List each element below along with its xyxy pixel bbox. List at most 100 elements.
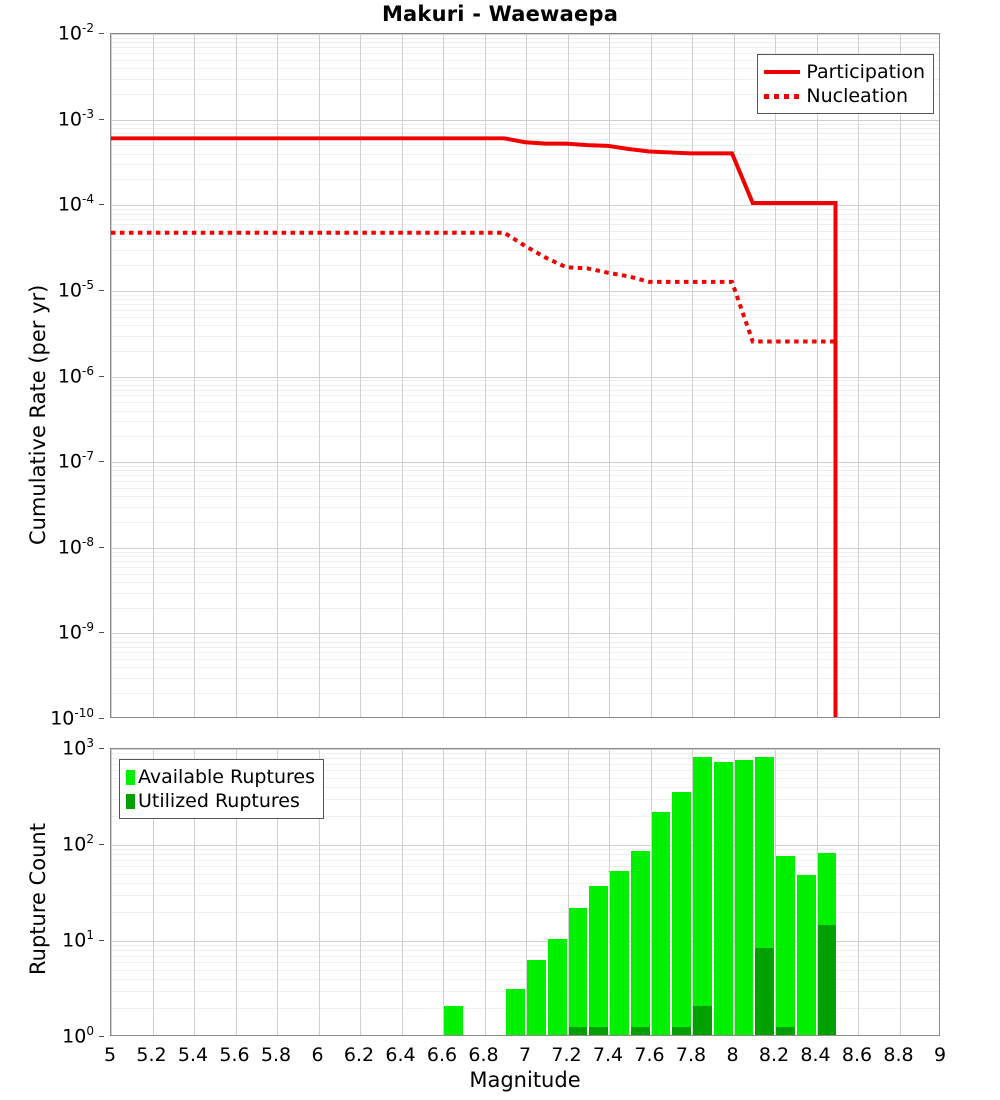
- gridline-vertical: [775, 34, 776, 717]
- gridline-horizontal: [111, 816, 939, 818]
- gridline-vertical: [899, 749, 901, 1035]
- gridline-horizontal: [111, 962, 939, 964]
- gridline-horizontal: [111, 179, 939, 181]
- gridline-horizontal: [111, 895, 939, 897]
- gridline-vertical: [111, 34, 112, 717]
- gridline-horizontal: [111, 335, 939, 337]
- bar-utilized-ruptures: [672, 1027, 691, 1035]
- gridline-horizontal: [111, 164, 939, 166]
- gridline-horizontal: [111, 753, 939, 755]
- bar-available-ruptures: [547, 939, 567, 1035]
- solid-line-icon: [764, 70, 801, 74]
- gridline-vertical: [318, 34, 320, 717]
- bar-utilized-ruptures: [693, 1006, 712, 1035]
- gridline-horizontal: [111, 470, 939, 472]
- gridline-horizontal: [111, 883, 939, 885]
- x-tick-label: 8.8: [883, 1044, 914, 1066]
- gridline-horizontal: [111, 1008, 939, 1010]
- bar-available-ruptures: [651, 812, 671, 1035]
- y-tick-label: 10-7: [57, 449, 94, 473]
- gridline-horizontal: [111, 659, 939, 661]
- y-tick-label: 10-9: [57, 620, 94, 644]
- bar-available-ruptures: [630, 850, 650, 1035]
- gridline-horizontal: [111, 309, 939, 311]
- gridline-horizontal: [111, 592, 939, 594]
- y-tick-label: 102: [62, 832, 94, 856]
- gridline-horizontal: [111, 969, 939, 971]
- curve-nucleation: [111, 230, 838, 717]
- bar-utilized-ruptures: [630, 1027, 650, 1035]
- gridline-horizontal: [111, 646, 939, 648]
- gridline-horizontal: [111, 231, 939, 233]
- gridline-horizontal: [111, 849, 939, 851]
- gridline-horizontal: [111, 294, 939, 296]
- gridline-horizontal: [111, 950, 939, 952]
- legend-item-nucleation: Nucleation: [764, 84, 925, 108]
- gridline-horizontal: [111, 637, 939, 639]
- y-axis-title-top: Cumulative Rate (per yr): [26, 284, 50, 545]
- gridline-horizontal: [111, 521, 939, 523]
- gridline-horizontal: [111, 218, 939, 220]
- y-tick-label: 10-3: [57, 106, 94, 130]
- bar-available-ruptures: [713, 761, 733, 1035]
- gridline-horizontal: [111, 436, 939, 438]
- bar-available-ruptures: [672, 791, 691, 1035]
- bar-available-ruptures: [796, 875, 816, 1035]
- rupture-count-y-ticks: 100 101 102 103: [0, 737, 104, 1046]
- gridline-vertical: [733, 749, 735, 1035]
- gridline-vertical: [484, 34, 486, 717]
- legend-item-utilized-ruptures: Utilized Ruptures: [126, 789, 315, 813]
- bar-available-ruptures: [444, 1006, 463, 1035]
- bar-utilized-ruptures: [776, 1027, 795, 1035]
- y-tick-mark: [99, 289, 104, 291]
- bar-utilized-ruptures: [589, 1027, 608, 1035]
- gridline-vertical: [152, 749, 154, 1035]
- gridline-horizontal: [111, 299, 939, 301]
- y-tick-label: 10-5: [57, 277, 94, 302]
- gridline-horizontal: [111, 749, 939, 750]
- y-tick-mark: [99, 748, 104, 749]
- bar-available-ruptures: [734, 760, 754, 1035]
- x-tick-label: 5: [103, 1044, 117, 1066]
- gridline-vertical: [692, 34, 693, 717]
- gridline-horizontal: [111, 402, 939, 404]
- available-ruptures-swatch-icon: [126, 769, 135, 785]
- gridline-vertical: [111, 749, 112, 1035]
- gridline-vertical: [194, 34, 195, 717]
- legend-item-participation: Participation: [764, 60, 925, 84]
- legend-curves: Participation Nucleation: [757, 54, 934, 114]
- gridline-horizontal: [111, 787, 939, 789]
- bar-available-ruptures: [527, 960, 546, 1035]
- y-tick-label: 103: [62, 736, 94, 760]
- gridline-vertical: [816, 34, 818, 717]
- gridline-horizontal: [111, 389, 939, 391]
- utilized-ruptures-swatch-icon: [126, 793, 135, 809]
- gridline-horizontal: [111, 384, 939, 386]
- gridline-vertical: [360, 34, 361, 717]
- gridline-horizontal: [111, 763, 939, 765]
- gridline-horizontal: [111, 138, 939, 140]
- gridline-horizontal: [111, 37, 939, 39]
- y-tick-label: 10-2: [57, 21, 94, 45]
- y-tick-mark: [99, 118, 104, 120]
- gridline-horizontal: [111, 265, 939, 267]
- gridline-horizontal: [111, 324, 939, 326]
- legend-bars: Available Ruptures Utilized Ruptures: [119, 759, 324, 819]
- gridline-vertical: [152, 34, 154, 717]
- x-tick-label: 7.2: [551, 1044, 582, 1066]
- gridline-horizontal: [111, 34, 939, 35]
- gridline-horizontal: [111, 466, 939, 468]
- gridline-horizontal: [111, 68, 939, 70]
- y-tick-mark: [99, 1036, 104, 1037]
- x-tick-label: 8: [726, 1044, 739, 1066]
- gridline-vertical: [318, 749, 320, 1035]
- y-axis-title-bottom: Rupture Count: [26, 823, 50, 975]
- y-tick-mark: [99, 940, 104, 941]
- gridline-horizontal: [111, 566, 939, 568]
- gridline-vertical: [775, 749, 776, 1035]
- gridline-vertical: [235, 749, 237, 1035]
- gridline-horizontal: [111, 652, 939, 654]
- gridline-horizontal: [111, 873, 939, 875]
- gridline-horizontal: [111, 123, 939, 125]
